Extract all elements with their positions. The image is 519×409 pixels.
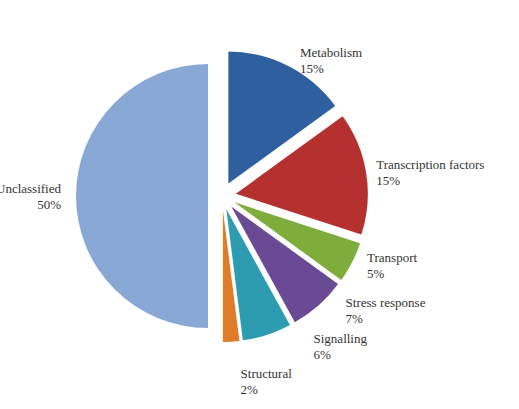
svg-text:7%: 7% — [346, 311, 364, 326]
svg-text:Transport: Transport — [367, 250, 417, 265]
svg-text:15%: 15% — [376, 173, 400, 188]
svg-text:Signalling: Signalling — [314, 331, 368, 346]
svg-text:6%: 6% — [314, 347, 332, 362]
svg-text:50%: 50% — [37, 197, 61, 212]
svg-text:Stress response: Stress response — [346, 295, 426, 310]
svg-text:Structural: Structural — [241, 366, 293, 381]
svg-text:5%: 5% — [367, 266, 385, 281]
svg-text:Unclassified: Unclassified — [0, 181, 61, 196]
svg-text:2%: 2% — [241, 382, 258, 397]
svg-text:Metabolism: Metabolism — [300, 45, 362, 60]
svg-text:Transcription factors: Transcription factors — [376, 157, 484, 172]
svg-text:15%: 15% — [300, 61, 324, 76]
